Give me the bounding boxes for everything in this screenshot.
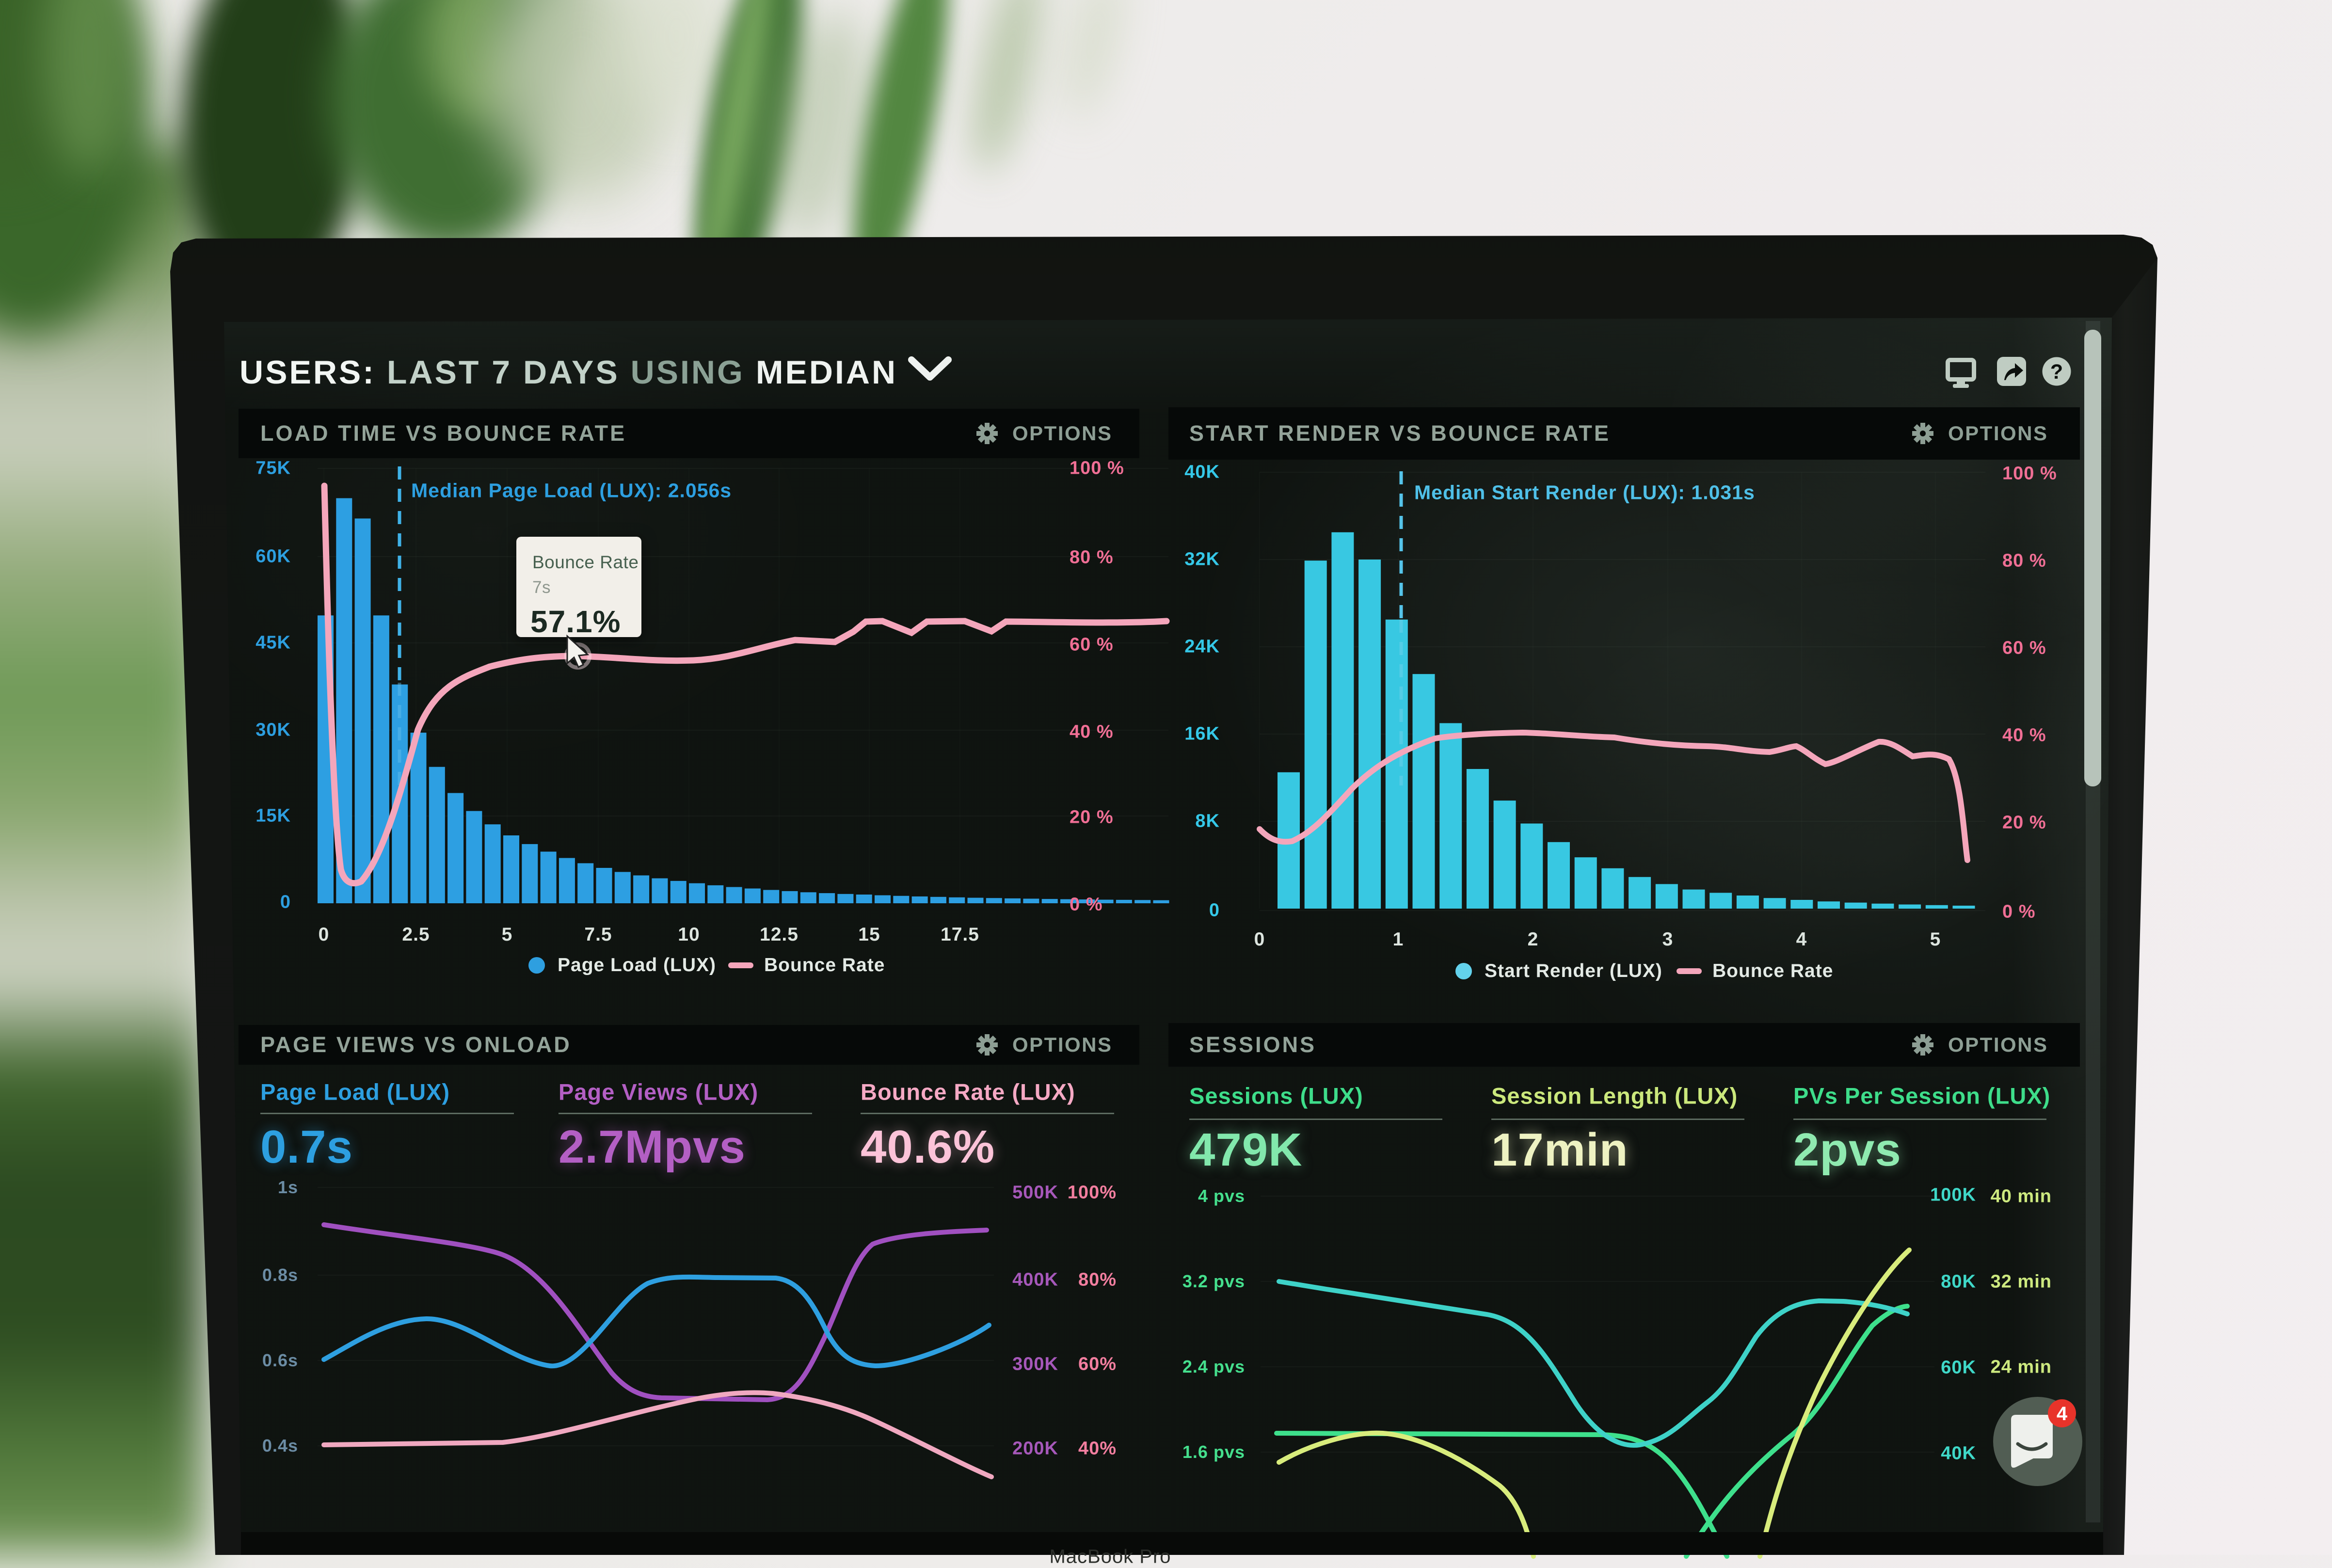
svg-text:4: 4 <box>2057 1403 2068 1424</box>
svg-text:?: ? <box>2050 360 2063 384</box>
